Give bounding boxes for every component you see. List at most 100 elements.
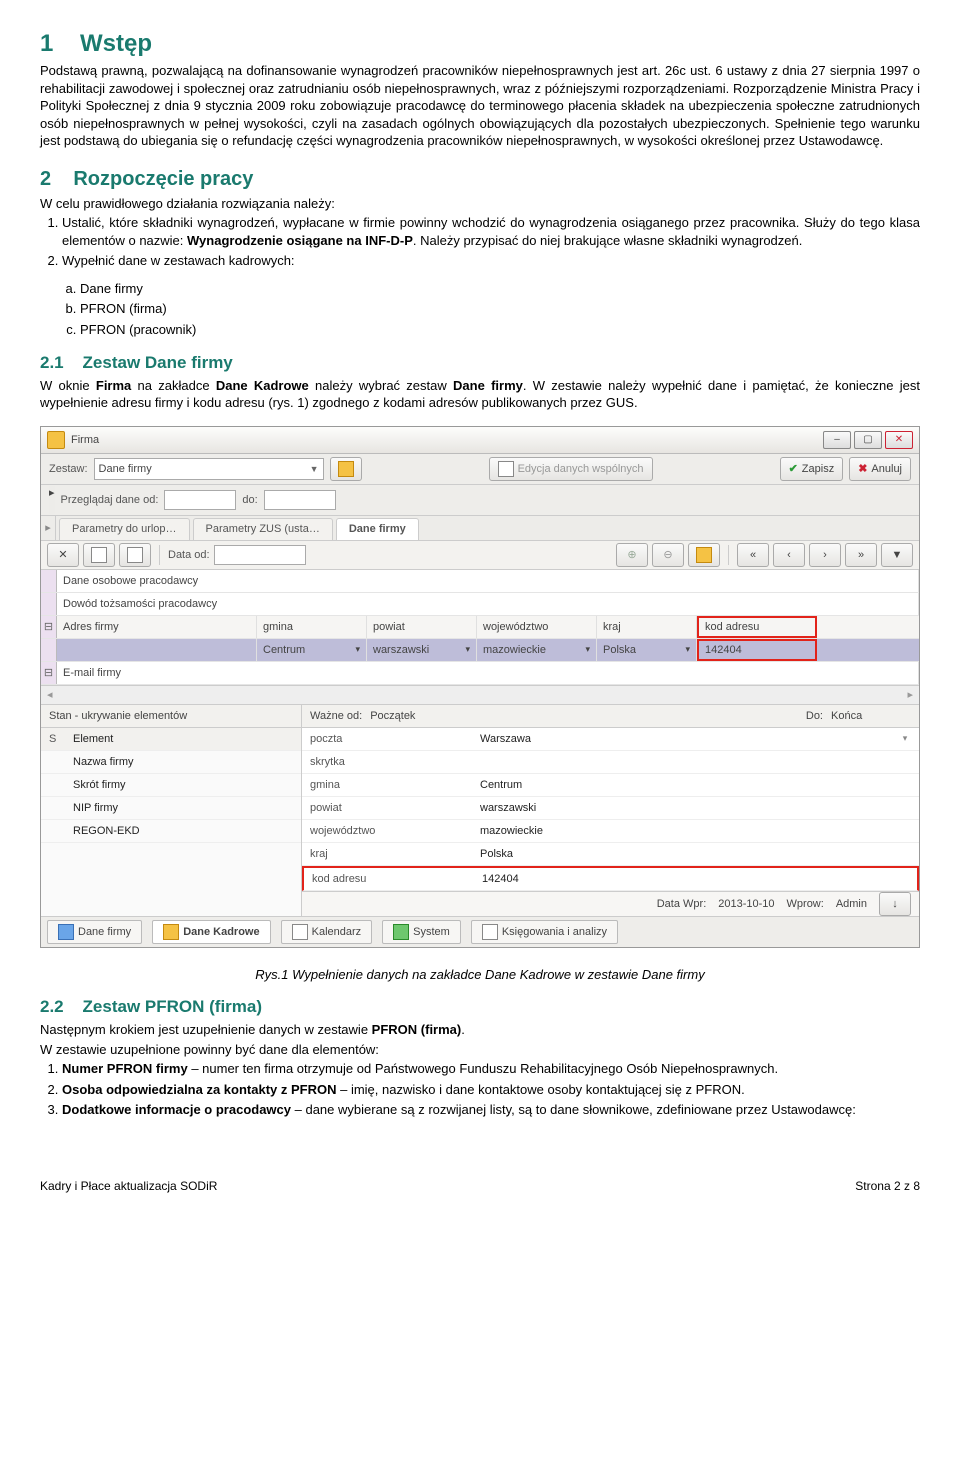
down-button[interactable]: ↓ [879, 892, 911, 916]
nav-dd[interactable]: ▼ [881, 543, 913, 567]
nav-first[interactable]: « [737, 543, 769, 567]
max-button[interactable]: ▢ [854, 431, 882, 449]
tool-wrench[interactable]: ✕ [47, 543, 79, 567]
gear-icon [91, 547, 107, 563]
v-powiat[interactable]: warszawski▾ [367, 639, 477, 661]
title: Wstęp [80, 30, 152, 57]
tool-minus[interactable]: ⊖ [652, 543, 684, 567]
edycja-button[interactable]: Edycja danych wspólnych [489, 457, 653, 481]
stan-header: Stan - ukrywanie elementów [41, 705, 301, 728]
row-handle [41, 593, 57, 615]
row-label: Adres firmy [57, 616, 257, 638]
zestaw-row: Zestaw: Dane firmy ▼ Edycja danych wspól… [41, 454, 919, 485]
num: 2 [40, 168, 51, 190]
h1-wstep: 1 Wstęp [40, 30, 920, 58]
lower-right: Ważne od: Początek Do: Końca pocztaWarsz… [302, 705, 919, 916]
row-handle [41, 570, 57, 592]
bt-dane-firmy[interactable]: Dane firmy [47, 920, 142, 944]
grid-row-dane-osobowe[interactable]: Dane osobowe pracodawcy [41, 570, 919, 593]
expand-icon[interactable]: ⊟ [41, 616, 57, 638]
v-gmina[interactable]: Centrum▾ [257, 639, 367, 661]
tool-plus[interactable]: ⊕ [616, 543, 648, 567]
el-nazwa[interactable]: Nazwa firmy [41, 751, 301, 774]
tool-cal[interactable] [119, 543, 151, 567]
dataod-input[interactable] [214, 545, 306, 565]
nav-last[interactable]: » [845, 543, 877, 567]
date-from-input[interactable] [164, 490, 236, 510]
tool-pick[interactable] [688, 543, 720, 567]
folder-icon [58, 924, 74, 940]
v-kod[interactable]: 142404 [697, 639, 817, 661]
el-regon[interactable]: REGON-EKD [41, 820, 301, 843]
num: 1 [40, 30, 53, 57]
grid-row-adres-values[interactable]: Centrum▾ warszawski▾ mazowieckie▾ Polska… [41, 639, 919, 662]
grid-row-dowod[interactable]: Dowód tożsamości pracodawcy [41, 593, 919, 616]
system-icon [393, 924, 409, 940]
grid-row-adres-head: ⊟ Adres firmy gmina powiat województwo k… [41, 616, 919, 639]
handle[interactable]: ▸ [49, 486, 55, 514]
footer: Kadry i Płace aktualizacja SODiR Strona … [40, 1179, 920, 1193]
tab-dane-firmy[interactable]: Dane firmy [336, 518, 419, 540]
bt-kalendarz[interactable]: Kalendarz [281, 920, 373, 944]
zapisz-button[interactable]: ✔Zapisz [780, 457, 844, 481]
sec21-p1: W oknie Firma na zakładce Dane Kadrowe n… [40, 377, 920, 412]
tab-parametry-zus[interactable]: Parametry ZUS (usta… [193, 518, 333, 540]
bt-dane-kadrowe[interactable]: Dane Kadrowe [152, 920, 270, 944]
app-icon [47, 431, 65, 449]
v-woj[interactable]: mazowieckie▾ [477, 639, 597, 661]
row-label: Dane osobowe pracodawcy [57, 570, 919, 592]
kv-powiat[interactable]: powiatwarszawski [302, 797, 919, 820]
sec2-li2: Wypełnić dane w zestawach kadrowych: [62, 252, 920, 270]
bt-ksiegowania[interactable]: Księgowania i analizy [471, 920, 618, 944]
el-header: S Element [41, 728, 301, 751]
titlebar: Firma – ▢ ✕ [41, 427, 919, 454]
bottom-bar: Dane firmy Dane Kadrowe Kalendarz System… [41, 916, 919, 947]
meta-row: Data Wpr: 2013-10-10 Wprow: Admin ↓ [302, 891, 919, 916]
expand-icon[interactable]: ⊟ [41, 662, 57, 684]
bt-system[interactable]: System [382, 920, 461, 944]
date-row: ▸ Przeglądaj dane od: do: [41, 485, 919, 516]
min-button[interactable]: – [823, 431, 851, 449]
li1: Numer PFRON firmy – numer ten firma otrz… [62, 1060, 920, 1078]
grid-area: Dane osobowe pracodawcy Dowód tożsamości… [41, 570, 919, 704]
pick-icon [338, 461, 354, 477]
sub-a: Dane firmy [80, 280, 920, 298]
tool-settings[interactable] [83, 543, 115, 567]
grid-row-email[interactable]: ⊟ E-mail firmy [41, 662, 919, 685]
anuluj-button[interactable]: ✖Anuluj [849, 457, 911, 481]
zestaw-value: Dane firmy [99, 463, 152, 475]
pick-icon [696, 547, 712, 563]
app-window: Firma – ▢ ✕ Zestaw: Dane firmy ▼ Edycja … [40, 426, 920, 948]
h3-21: 2.1 Zestaw Dane firmy [40, 353, 920, 373]
zestaw-pick-button[interactable] [330, 457, 362, 481]
sec2-list: Ustalić, które składniki wynagrodzeń, wy… [62, 214, 920, 270]
lower-left: Stan - ukrywanie elementów S Element Naz… [41, 705, 302, 916]
kv-skrytka[interactable]: skrytka [302, 751, 919, 774]
v-kraj[interactable]: Polska▾ [597, 639, 697, 661]
list-icon [482, 924, 498, 940]
row-label: Dowód tożsamości pracodawcy [57, 593, 919, 615]
window-buttons: – ▢ ✕ [823, 431, 913, 449]
scroll-strip[interactable]: ◂▸ [41, 685, 919, 704]
kv-woj[interactable]: województwomazowieckie [302, 820, 919, 843]
col-kraj: kraj [597, 616, 697, 638]
el-skrot[interactable]: Skrót firmy [41, 774, 301, 797]
date-to-input[interactable] [264, 490, 336, 510]
nav-next[interactable]: › [809, 543, 841, 567]
sub-b: PFRON (firma) [80, 300, 920, 318]
kv-kraj[interactable]: krajPolska [302, 843, 919, 866]
kv-poczta[interactable]: pocztaWarszawa▾ [302, 728, 919, 751]
close-button[interactable]: ✕ [885, 431, 913, 449]
nav-prev[interactable]: ‹ [773, 543, 805, 567]
sec22-list: Numer PFRON firmy – numer ten firma otrz… [62, 1060, 920, 1119]
zestaw-combo[interactable]: Dane firmy ▼ [94, 458, 324, 480]
kv-gmina[interactable]: gminaCentrum [302, 774, 919, 797]
tabs-handle[interactable]: ▸ [41, 516, 56, 540]
sec22-p1: Następnym krokiem jest uzupełnienie dany… [40, 1021, 920, 1039]
num: 2.2 [40, 997, 64, 1016]
kv-kod[interactable]: kod adresu142404 [302, 866, 919, 891]
el-nip[interactable]: NIP firmy [41, 797, 301, 820]
title: Rozpoczęcie pracy [73, 168, 253, 190]
tab-parametry-urlop[interactable]: Parametry do urlop… [59, 518, 190, 540]
col-woj: województwo [477, 616, 597, 638]
